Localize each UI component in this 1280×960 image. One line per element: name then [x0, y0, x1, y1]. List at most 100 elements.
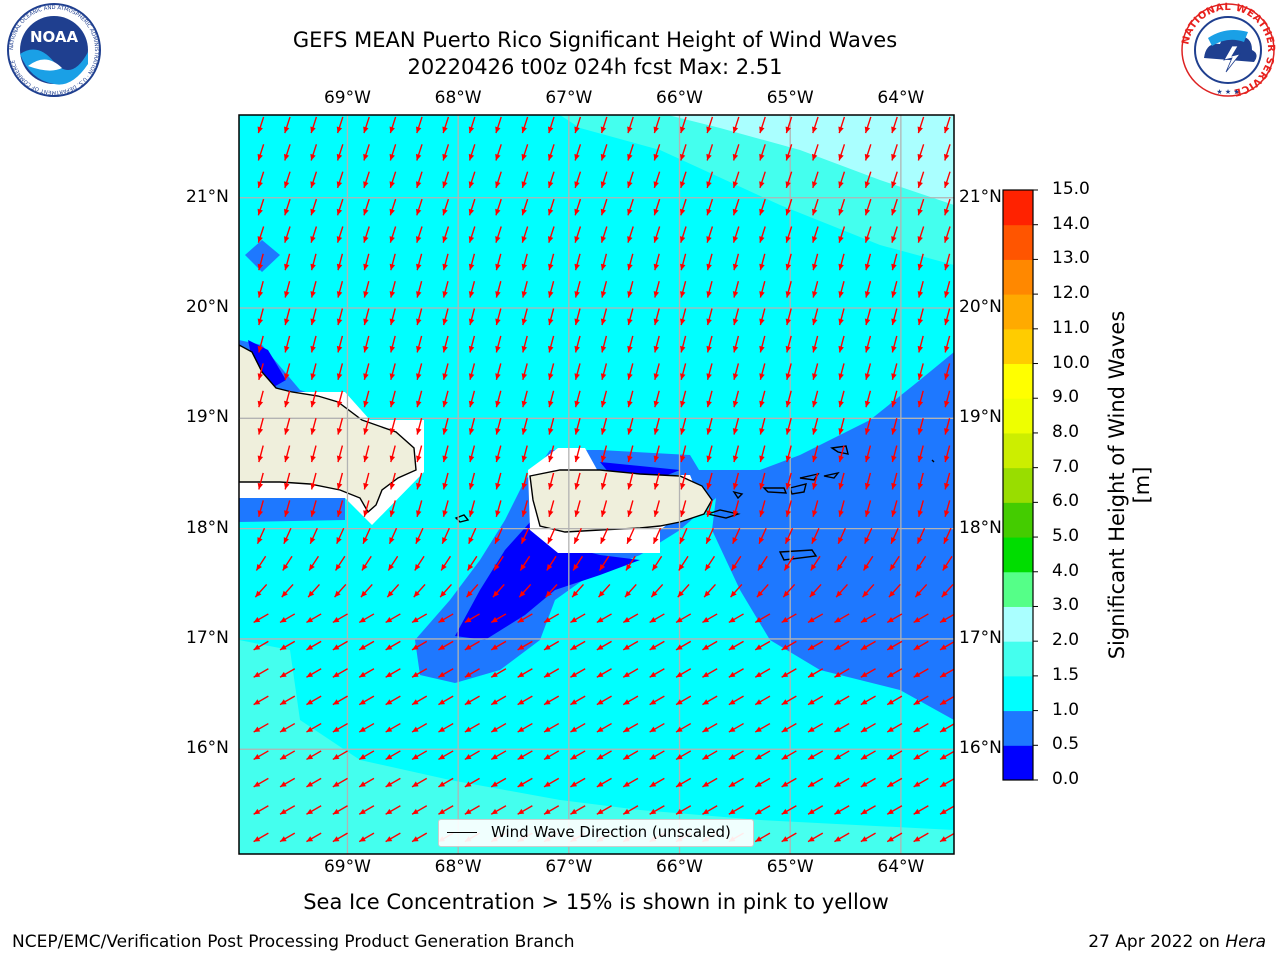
wave-arrow	[706, 116, 714, 134]
wave-arrow	[306, 640, 322, 651]
wave-arrow	[600, 171, 608, 189]
wave-arrow	[416, 363, 423, 380]
wave-arrow	[358, 668, 375, 678]
wave-arrow	[596, 777, 612, 788]
wave-arrow	[943, 226, 951, 243]
wave-arrow	[253, 613, 269, 624]
wave-arrow	[838, 116, 846, 134]
wave-arrow	[411, 722, 428, 733]
wave-arrow	[864, 363, 872, 380]
wave-arrow	[464, 750, 480, 761]
wave-arrow	[284, 363, 291, 380]
wave-arrow	[759, 253, 766, 271]
wave-arrow	[257, 390, 264, 408]
colorbar-tick-label: 7.0	[1052, 456, 1080, 477]
wave-arrow	[283, 226, 291, 243]
wave-arrow	[860, 722, 876, 733]
wave-arrow	[358, 640, 375, 651]
wave-arrow	[807, 722, 824, 733]
wave-arrow	[279, 805, 296, 815]
wave-arrow	[627, 198, 634, 216]
wave-arrow	[732, 226, 740, 243]
wave-arrow	[332, 695, 348, 706]
wave-arrow	[468, 472, 476, 490]
wave-arrow	[759, 308, 766, 326]
wave-arrow	[414, 555, 425, 571]
colorbar-segment	[1003, 328, 1033, 365]
wave-arrow	[653, 198, 661, 216]
wave-arrow	[442, 445, 449, 463]
wave-arrow	[442, 418, 449, 435]
wave-arrow	[886, 750, 903, 761]
wave-arrow	[600, 472, 608, 490]
wave-arrow	[439, 583, 452, 598]
wave-arrow	[574, 418, 581, 435]
wave-arrow	[942, 555, 953, 571]
wave-arrow	[464, 805, 480, 815]
wave-arrow	[864, 226, 872, 243]
wave-arrow	[812, 445, 819, 463]
colorbar-segment	[1003, 606, 1033, 642]
wave-arrow	[363, 418, 370, 435]
wave-arrow	[754, 832, 771, 843]
wave-arrow	[680, 281, 687, 298]
wave-arrow	[754, 750, 771, 761]
wave-arrow	[490, 613, 507, 624]
wave-arrow	[386, 583, 400, 598]
wave-arrow	[521, 390, 528, 408]
wave-arrow	[679, 226, 687, 243]
colorbar-tick-label: 11.0	[1052, 317, 1090, 338]
colorbar-frame	[1002, 189, 1034, 781]
wave-arrow	[757, 555, 768, 571]
wave-arrow	[943, 144, 951, 161]
wave-arrow	[944, 418, 951, 435]
wave-arrow	[257, 226, 265, 243]
wave-arrow	[468, 527, 477, 545]
wave-arrow	[521, 144, 529, 161]
wave-arrow	[468, 171, 476, 189]
wave-arrow	[310, 308, 317, 326]
wave-arrow	[517, 750, 533, 761]
wave-arrow	[574, 226, 582, 243]
wave-arrow	[363, 253, 370, 271]
wave-arrow	[811, 116, 819, 134]
wave-arrow	[442, 281, 449, 298]
wave-arrow	[283, 527, 292, 545]
wave-arrow	[835, 583, 848, 598]
wave-arrow	[834, 695, 850, 706]
wave-arrow	[253, 722, 269, 733]
wave-arrow	[917, 335, 924, 353]
wave-arrow	[860, 613, 876, 624]
wave-arrow	[785, 308, 792, 326]
wave-arrow	[600, 500, 608, 517]
wave-height-field	[239, 115, 954, 854]
wave-arrow	[886, 777, 903, 788]
wave-arrow	[886, 722, 903, 733]
wave-arrow	[336, 198, 344, 216]
colorbar-tick-label: 15.0	[1052, 179, 1090, 199]
wave-arrow	[622, 777, 639, 788]
wave-arrow	[548, 308, 555, 326]
wave-arrow	[891, 253, 898, 271]
wave-arrow	[363, 335, 370, 353]
wave-arrow	[680, 253, 687, 271]
wave-arrow	[257, 116, 265, 134]
wave-arrow	[336, 281, 344, 298]
wave-arrow	[838, 308, 845, 326]
wave-arrow	[543, 777, 560, 788]
wave-arrow	[468, 308, 476, 326]
wave-arrow	[495, 500, 502, 517]
wave-arrow	[336, 363, 344, 380]
wave-arrow	[886, 805, 903, 815]
colorbar-segment	[1003, 710, 1033, 746]
wave-arrow	[807, 750, 824, 761]
wave-arrow	[257, 500, 264, 517]
wave-arrow	[785, 418, 792, 435]
colorbar-tick-label: 3.0	[1052, 595, 1080, 616]
wave-arrow	[680, 390, 687, 408]
wave-arrow	[864, 472, 872, 490]
wave-arrow	[570, 722, 586, 733]
wave-arrow	[468, 226, 476, 243]
wave-arrow	[440, 555, 452, 571]
lat-label-right: 21°N	[959, 186, 1002, 207]
